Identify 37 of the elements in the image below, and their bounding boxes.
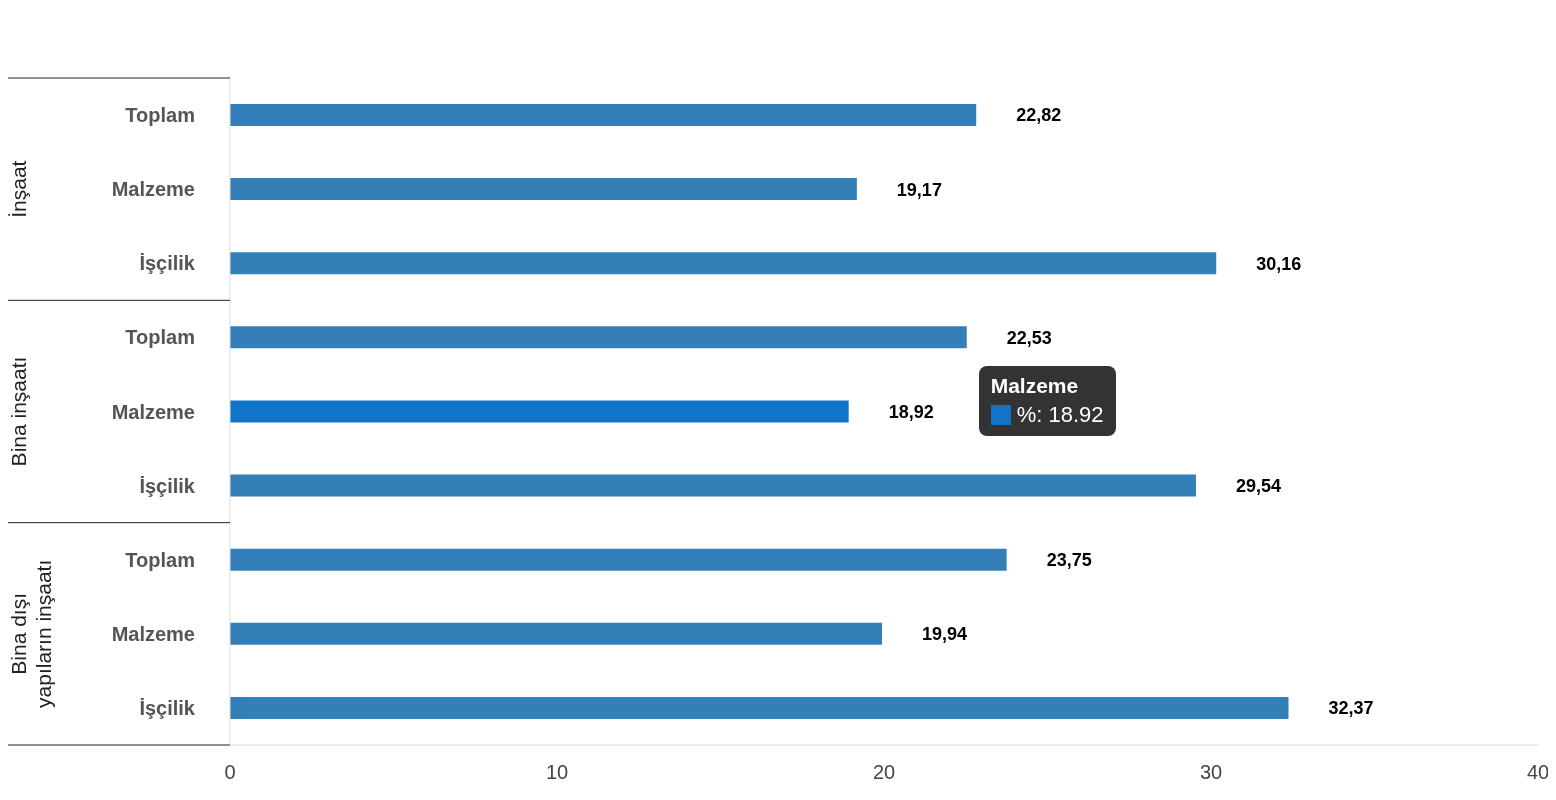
bar [230,104,977,126]
data-label: 19,17 [896,179,942,200]
data-label: 29,54 [1235,475,1281,496]
text: Bina inşaatı [7,356,30,467]
text: Bina dışı yapıların inşaatı [7,559,55,708]
bar [230,178,857,201]
data-label: 22,53 [1006,327,1052,348]
y-tick-label: Toplam [125,548,195,571]
x-tick-label: 40 [1526,761,1550,784]
y-tick-label: İşçilik [139,474,196,497]
y-tick-label: İşçilik [139,252,196,275]
data-label: 30,16 [1256,253,1302,274]
y-tick-label: Toplam [125,326,195,349]
y-tick-label: Malzeme [111,622,195,645]
data-label: 19,94 [922,624,968,645]
y-tick-label: Toplam [125,104,195,127]
bar [230,474,1196,497]
x-tick-label: 0 [224,761,236,784]
data-label: 32,37 [1328,698,1374,719]
data-label: 23,75 [1046,550,1092,571]
y-tick-label: Malzeme [111,178,195,201]
text: İnşaat [7,160,30,218]
annotation: Malzeme [990,373,1080,398]
x-tick-label: 10 [545,761,569,784]
bar [230,326,967,349]
bar [230,252,1217,275]
bar [230,548,1007,571]
bar [230,696,1289,719]
x-tick-label: 20 [872,761,896,784]
x-tick-label: 30 [1199,761,1223,784]
data-label: 18,92 [888,401,934,422]
bar [230,400,849,423]
annotation: %: 18.92 [1016,401,1104,428]
y-tick-label: Malzeme [111,400,195,423]
data-label: 22,82 [1016,105,1062,126]
y-tick-label: İşçilik [139,696,196,719]
bar [230,622,883,645]
